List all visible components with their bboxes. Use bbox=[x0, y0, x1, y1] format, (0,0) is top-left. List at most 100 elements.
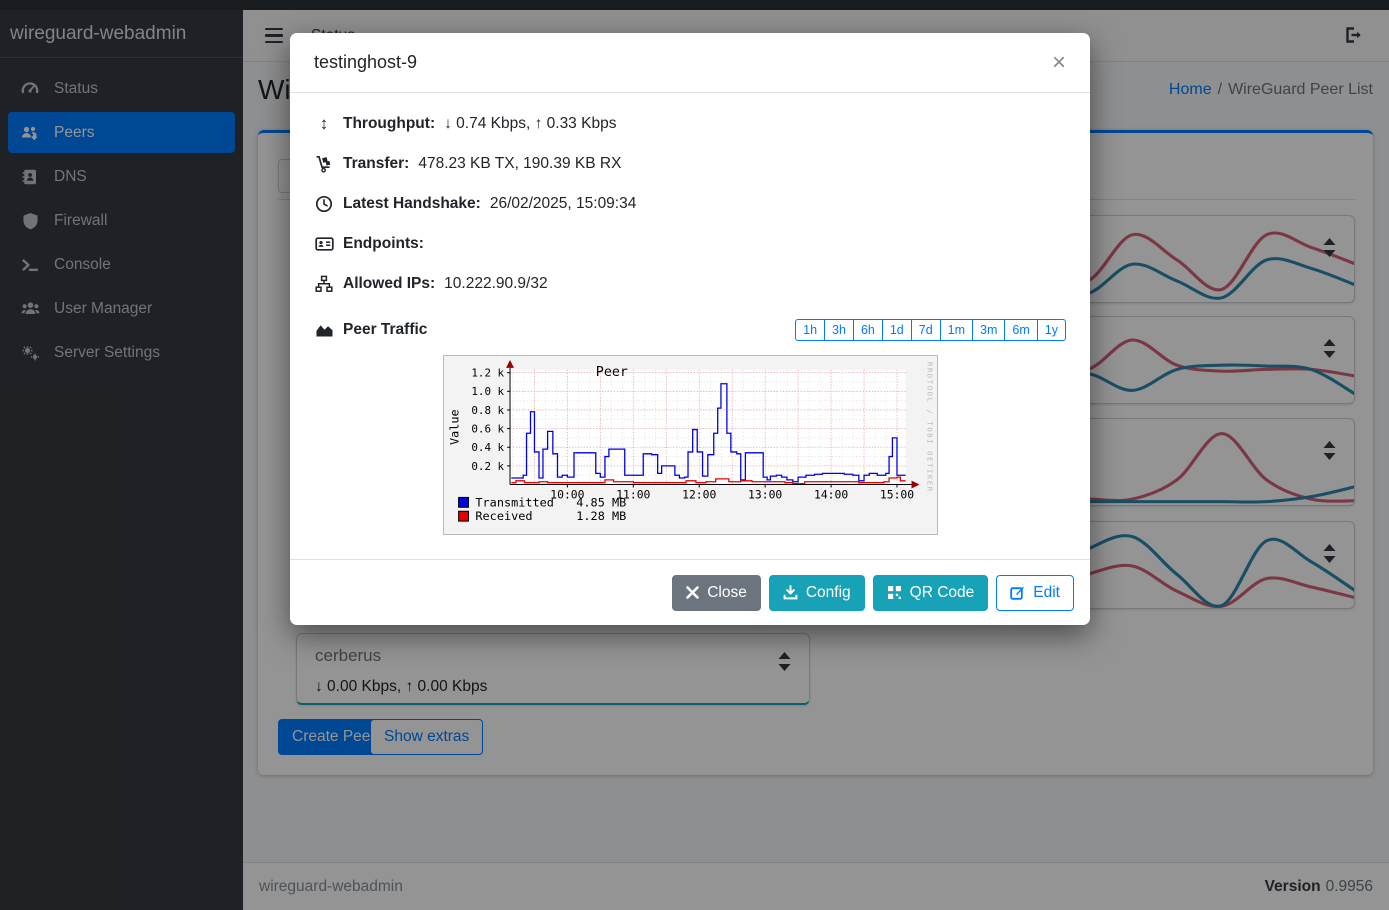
users-icon bbox=[18, 300, 42, 318]
range-button-6h[interactable]: 6h bbox=[852, 319, 883, 341]
svg-text:RRDTOOL / TOBI OETIKER: RRDTOOL / TOBI OETIKER bbox=[925, 362, 934, 493]
sort-icon[interactable] bbox=[1323, 238, 1336, 257]
modal-header: testinghost-9 × bbox=[290, 33, 1090, 93]
show-extras-button[interactable]: Show extras bbox=[370, 719, 484, 755]
download-icon bbox=[783, 585, 798, 600]
row-label: Latest Handshake: bbox=[343, 195, 481, 212]
peer-traffic-row: Peer Traffic 1h 3h 6h 1d 7d 1m 3m 6m 1y bbox=[314, 319, 1066, 341]
version-text: Version 0.9956 bbox=[1265, 878, 1373, 896]
footer-brand: wireguard-webadmin bbox=[259, 877, 403, 895]
sort-icon[interactable] bbox=[1323, 339, 1336, 358]
range-button-7d[interactable]: 7d bbox=[910, 319, 941, 341]
row-label: Peer Traffic bbox=[343, 321, 428, 338]
top-strip bbox=[0, 0, 1389, 10]
version-label: Version bbox=[1264, 877, 1321, 895]
throughput-row: ↕ Throughput: ↓ 0.74 Kbps, ↑ 0.33 Kbps bbox=[314, 113, 1066, 135]
sort-icon[interactable] bbox=[1323, 544, 1336, 563]
modal-body: ↕ Throughput: ↓ 0.74 Kbps, ↑ 0.33 Kbps T… bbox=[290, 93, 1090, 535]
gauge-icon bbox=[18, 80, 42, 98]
modal-footer: Close Config QR Code Edit bbox=[290, 559, 1090, 625]
svg-text:Value: Value bbox=[447, 409, 461, 445]
sidebar-item-label: Server Settings bbox=[54, 343, 160, 361]
svg-text:14:00: 14:00 bbox=[813, 487, 847, 501]
svg-text:10:00: 10:00 bbox=[550, 487, 584, 501]
svg-text:4.85 MB: 4.85 MB bbox=[576, 495, 626, 509]
close-icon[interactable]: × bbox=[1051, 49, 1066, 76]
rrd-traffic-graph: 0.2 k 0.4 k 0.6 k 0.8 k 1.0 k 1.2 k 10:00 11:00… bbox=[442, 355, 938, 535]
svg-text:12:00: 12:00 bbox=[682, 487, 716, 501]
svg-text:1.2 k: 1.2 k bbox=[471, 367, 504, 380]
breadcrumb: Home / WireGuard Peer List bbox=[1169, 81, 1373, 99]
breadcrumb-home-link[interactable]: Home bbox=[1168, 81, 1212, 98]
qr-code-button[interactable]: QR Code bbox=[872, 574, 989, 611]
sidebar-nav: Status Peers DNS Firewall bbox=[0, 58, 243, 373]
sidebar-item-console[interactable]: Console bbox=[8, 244, 235, 285]
range-button-6m[interactable]: 6m bbox=[1004, 319, 1038, 341]
svg-text:Received: Received bbox=[475, 509, 532, 523]
sidebar-item-user-manager[interactable]: User Manager bbox=[8, 288, 235, 329]
row-label: Allowed IPs: bbox=[343, 275, 436, 292]
range-button-3h[interactable]: 3h bbox=[824, 319, 854, 341]
gears-icon bbox=[18, 344, 42, 362]
menu-toggle-icon[interactable] bbox=[265, 27, 283, 44]
svg-text:15:00: 15:00 bbox=[879, 487, 913, 501]
sort-icon[interactable] bbox=[778, 652, 791, 671]
svg-text:Peer: Peer bbox=[595, 365, 627, 380]
peer-name: cerberus bbox=[315, 646, 382, 665]
breadcrumb-current: WireGuard Peer List bbox=[1228, 81, 1373, 98]
svg-text:1.0 k: 1.0 k bbox=[471, 385, 504, 398]
address-book-icon bbox=[18, 168, 42, 186]
peer-card-cerberus[interactable]: cerberus ↓ 0.00 Kbps, ↑ 0.00 Kbps bbox=[296, 633, 810, 705]
modal-title: testinghost-9 bbox=[314, 52, 418, 72]
range-button-1h[interactable]: 1h bbox=[795, 319, 826, 341]
svg-text:Transmitted: Transmitted bbox=[475, 495, 554, 509]
svg-text:0.4 k: 0.4 k bbox=[471, 441, 504, 454]
range-button-1y[interactable]: 1y bbox=[1036, 319, 1066, 341]
sidebar-item-label: Status bbox=[54, 79, 98, 97]
row-label: Transfer: bbox=[343, 155, 410, 172]
sidebar-item-peers[interactable]: Peers bbox=[8, 112, 235, 153]
endpoints-row: Endpoints: bbox=[314, 233, 1066, 255]
svg-text:0.2 k: 0.2 k bbox=[471, 460, 504, 473]
terminal-icon bbox=[18, 256, 42, 274]
svg-text:0.6 k: 0.6 k bbox=[471, 423, 504, 436]
sidebar-item-status[interactable]: Status bbox=[8, 68, 235, 109]
svg-text:13:00: 13:00 bbox=[748, 487, 782, 501]
sidebar: wireguard-webadmin Status Peers DNS bbox=[0, 10, 243, 910]
chart-area-icon bbox=[314, 321, 334, 339]
sitemap-icon bbox=[314, 275, 334, 293]
row-value: 26/02/2025, 15:09:34 bbox=[489, 195, 637, 212]
shield-icon bbox=[18, 212, 42, 230]
sidebar-item-firewall[interactable]: Firewall bbox=[8, 200, 235, 241]
qrcode-icon bbox=[887, 585, 902, 600]
close-button[interactable]: Close bbox=[672, 574, 761, 611]
svg-text:1.28 MB: 1.28 MB bbox=[576, 509, 626, 523]
address-card-icon bbox=[314, 235, 334, 253]
range-button-3m[interactable]: 3m bbox=[972, 319, 1006, 341]
dolly-icon bbox=[314, 155, 334, 173]
brand-title: wireguard-webadmin bbox=[0, 10, 243, 58]
breadcrumb-separator: / bbox=[1217, 81, 1223, 98]
range-button-1m[interactable]: 1m bbox=[939, 319, 974, 341]
sidebar-item-label: Firewall bbox=[54, 211, 108, 229]
page-footer: wireguard-webadmin Version 0.9956 bbox=[243, 862, 1389, 910]
peer-throughput-stats: ↓ 0.00 Kbps, ↑ 0.00 Kbps bbox=[315, 678, 488, 695]
transfer-row: Transfer: 478.23 KB TX, 190.39 KB RX bbox=[314, 153, 1066, 175]
time-range-group: 1h 3h 6h 1d 7d 1m 3m 6m 1y bbox=[795, 319, 1066, 341]
sidebar-item-server-settings[interactable]: Server Settings bbox=[8, 332, 235, 373]
row-label: Throughput: bbox=[343, 115, 436, 132]
range-button-1d[interactable]: 1d bbox=[881, 319, 912, 341]
svg-text:11:00: 11:00 bbox=[616, 487, 650, 501]
edit-button[interactable]: Edit bbox=[996, 574, 1074, 611]
sort-icon[interactable] bbox=[1323, 441, 1336, 460]
row-value: 478.23 KB TX, 190.39 KB RX bbox=[418, 155, 622, 172]
close-icon bbox=[686, 586, 700, 599]
sidebar-item-label: DNS bbox=[54, 167, 87, 185]
peer-detail-modal: testinghost-9 × ↕ Throughput: ↓ 0.74 Kbp… bbox=[290, 33, 1090, 625]
logout-icon[interactable] bbox=[1343, 25, 1363, 45]
sidebar-item-dns[interactable]: DNS bbox=[8, 156, 235, 197]
clock-icon bbox=[314, 195, 334, 213]
allowed-ips-row: Allowed IPs: 10.222.90.9/32 bbox=[314, 273, 1066, 295]
config-button[interactable]: Config bbox=[768, 574, 865, 611]
